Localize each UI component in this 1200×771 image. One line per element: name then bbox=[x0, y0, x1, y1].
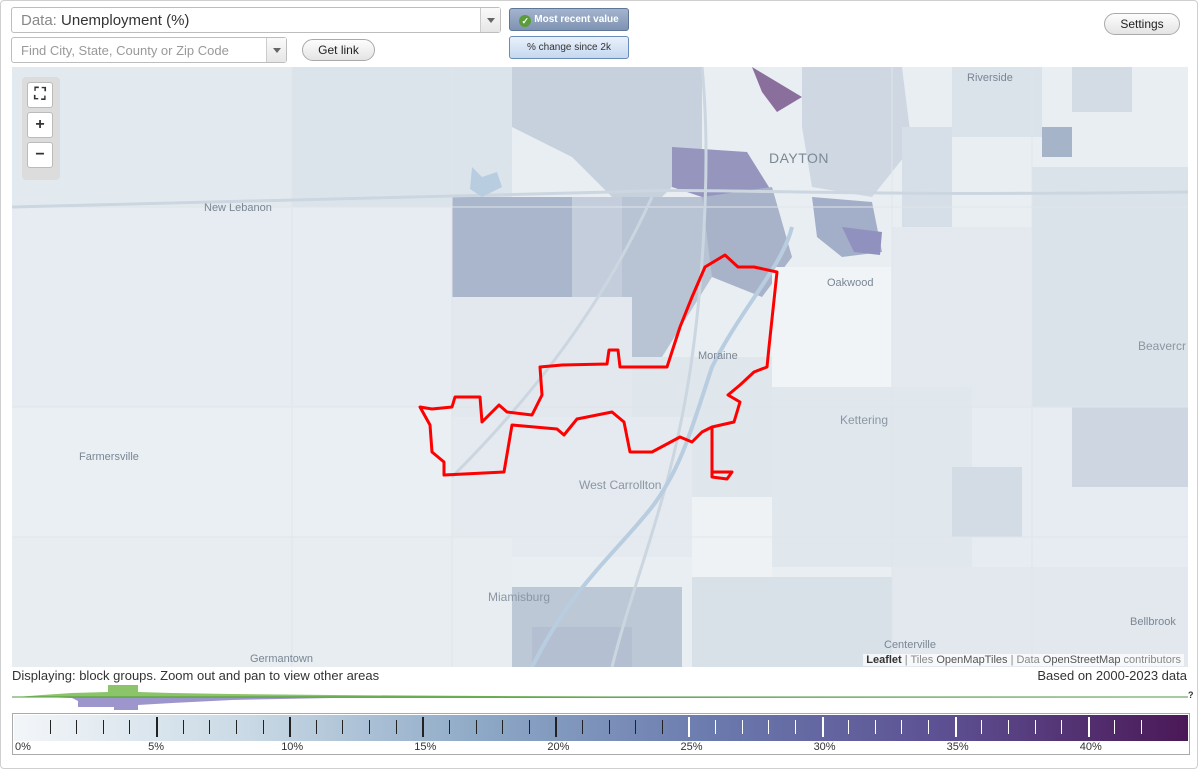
legend-tick bbox=[555, 717, 558, 737]
map-label-bellbrook: Bellbrook bbox=[1130, 616, 1176, 628]
legend-tick-label: 20% bbox=[547, 741, 570, 753]
map-label-moraine: Moraine bbox=[698, 350, 738, 362]
chevron-down-icon bbox=[273, 48, 281, 53]
legend-tick bbox=[395, 720, 397, 734]
legend-tick bbox=[794, 720, 796, 734]
legend-tick bbox=[315, 720, 317, 734]
legend-tick bbox=[661, 720, 663, 734]
legend-tick bbox=[422, 717, 425, 737]
openmaptiles-link[interactable]: OpenMapTiles bbox=[936, 654, 1008, 666]
legend-tick bbox=[608, 720, 610, 734]
legend-tick bbox=[528, 720, 530, 734]
legend-tick bbox=[901, 720, 903, 734]
zoom-out-button[interactable]: − bbox=[27, 142, 53, 168]
data-selector-dropdown-button[interactable] bbox=[480, 8, 500, 32]
choropleth-layer bbox=[12, 67, 1188, 667]
map-label-dayton: DAYTON bbox=[769, 150, 830, 166]
legend-tick bbox=[688, 717, 691, 737]
map-view[interactable]: Riverside DAYTON New Lebanon Oakwood Mor… bbox=[12, 67, 1188, 667]
highlighted-region-outline bbox=[418, 253, 779, 481]
legend-tick bbox=[1007, 720, 1009, 734]
legend-tick bbox=[102, 720, 104, 734]
legend-tick bbox=[369, 720, 371, 734]
map-label-miamisburg: Miamisburg bbox=[488, 590, 551, 604]
based-on-note: Based on 2000-2023 data bbox=[1037, 668, 1187, 683]
fullscreen-icon[interactable]: ⛶ bbox=[27, 82, 53, 108]
displaying-note: Displaying: block groups. Zoom out and p… bbox=[12, 668, 380, 683]
legend-tick bbox=[821, 717, 824, 737]
legend-tick bbox=[475, 720, 477, 734]
legend-tick bbox=[928, 720, 930, 734]
map-label-west-carrollton: West Carrollton bbox=[579, 478, 662, 492]
map-label-new-lebanon: New Lebanon bbox=[204, 202, 272, 214]
distribution-histogram bbox=[12, 685, 1188, 710]
legend-tick-label: 0% bbox=[15, 741, 31, 753]
map-label-riverside: Riverside bbox=[967, 72, 1013, 84]
legend-tick bbox=[289, 717, 292, 737]
legend-tick bbox=[1061, 720, 1063, 734]
zoom-in-button[interactable]: + bbox=[27, 112, 53, 138]
legend-tick-label: 35% bbox=[946, 741, 969, 753]
legend-tick-label: 5% bbox=[148, 741, 164, 753]
color-legend: 0% 5% 10% 15% 20% 25% 30% 35% 40% bbox=[12, 713, 1190, 755]
legend-tick bbox=[635, 720, 637, 734]
map-canvas bbox=[12, 67, 1188, 667]
legend-tick bbox=[49, 720, 51, 734]
legend-tick bbox=[1034, 720, 1036, 734]
legend-tick bbox=[209, 720, 211, 734]
location-search-dropdown-button[interactable] bbox=[266, 38, 286, 62]
legend-tick-label: 15% bbox=[414, 741, 437, 753]
openstreetmap-link[interactable]: OpenStreetMap bbox=[1042, 654, 1121, 666]
legend-tick bbox=[1087, 717, 1090, 737]
legend-tick-label: 10% bbox=[281, 741, 304, 753]
map-label-centerville: Centerville bbox=[884, 639, 936, 651]
legend-tick bbox=[741, 720, 743, 734]
legend-tick bbox=[1114, 720, 1116, 734]
legend-tick bbox=[954, 717, 957, 737]
location-search[interactable] bbox=[11, 37, 287, 63]
data-selector-label: Data: bbox=[21, 12, 57, 29]
legend-tick bbox=[981, 720, 983, 734]
percent-change-button[interactable]: % change since 2k bbox=[509, 36, 629, 59]
legend-tick bbox=[76, 720, 78, 734]
data-selector[interactable]: Data: Unemployment (%) bbox=[11, 7, 501, 33]
legend-tick bbox=[1141, 720, 1142, 734]
legend-tick bbox=[262, 720, 264, 734]
settings-button[interactable]: Settings bbox=[1104, 13, 1180, 35]
map-label-germantown: Germantown bbox=[250, 653, 313, 665]
legend-tick-label: 40% bbox=[1079, 741, 1102, 753]
leaflet-link[interactable]: Leaflet bbox=[866, 654, 902, 666]
check-icon: ✓ bbox=[519, 15, 532, 27]
legend-tick bbox=[768, 720, 770, 734]
location-search-input[interactable] bbox=[12, 38, 262, 62]
map-label-farmersville: Farmersville bbox=[79, 451, 139, 463]
legend-tick bbox=[342, 720, 344, 734]
data-selector-value: Unemployment (%) bbox=[61, 12, 190, 29]
histogram-help-icon[interactable]: ? bbox=[1188, 690, 1194, 700]
legend-tick bbox=[448, 720, 450, 734]
get-link-button[interactable]: Get link bbox=[302, 39, 375, 61]
legend-tick bbox=[502, 720, 504, 734]
chevron-down-icon bbox=[487, 18, 495, 23]
legend-tick-label: 25% bbox=[680, 741, 703, 753]
map-label-oakwood: Oakwood bbox=[827, 277, 874, 289]
legend-tick bbox=[715, 720, 717, 734]
map-label-beavercreek: Beavercr bbox=[1138, 339, 1187, 353]
legend-gradient bbox=[14, 715, 1188, 741]
legend-tick-label: 30% bbox=[813, 741, 836, 753]
legend-tick bbox=[874, 720, 876, 734]
most-recent-value-label: Most recent value bbox=[534, 14, 619, 25]
legend-tick bbox=[182, 720, 184, 734]
zoom-control: ⛶ + − bbox=[22, 77, 60, 180]
legend-tick bbox=[156, 717, 159, 737]
map-label-kettering: Kettering bbox=[840, 413, 889, 427]
legend-tick bbox=[848, 720, 850, 734]
most-recent-value-button[interactable]: ✓ Most recent value bbox=[509, 8, 629, 31]
legend-tick bbox=[235, 720, 237, 734]
legend-tick bbox=[129, 720, 131, 734]
map-attribution: Leaflet | Tiles OpenMapTiles | Data Open… bbox=[863, 654, 1184, 666]
legend-tick bbox=[582, 720, 583, 734]
